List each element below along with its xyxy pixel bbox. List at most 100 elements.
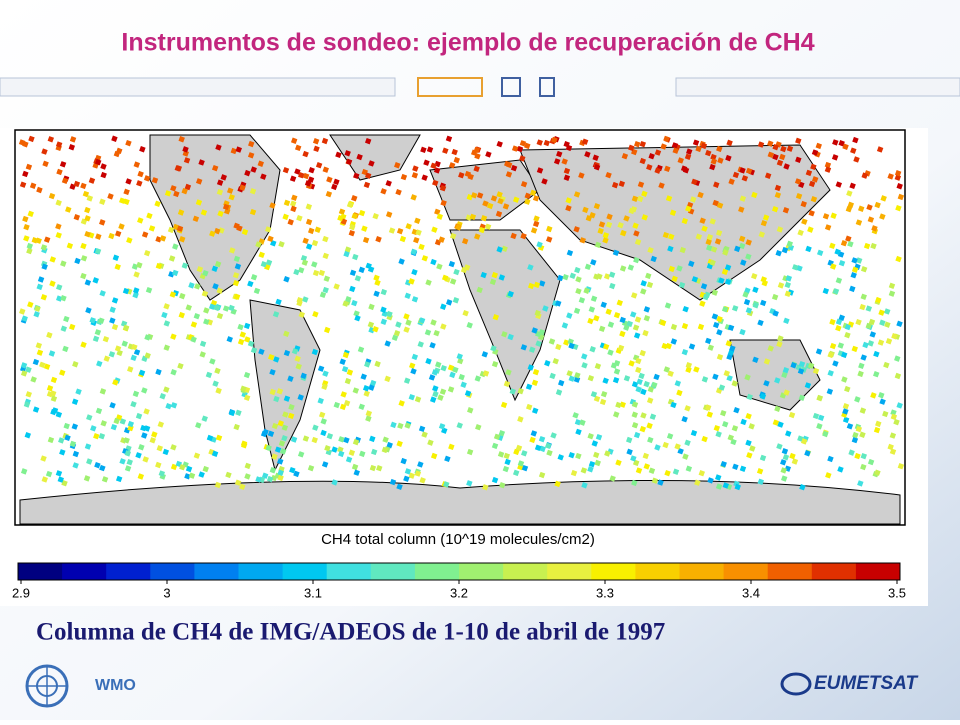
retrieval-dot [21,315,28,322]
retrieval-dot [587,466,594,473]
retrieval-dot [411,268,418,276]
retrieval-dot [340,391,347,398]
retrieval-dot [144,352,151,359]
retrieval-dot [725,340,732,347]
retrieval-dot [574,266,581,274]
retrieval-dot [247,340,255,347]
retrieval-dot [48,350,56,357]
retrieval-dot [745,412,752,420]
retrieval-dot [715,474,722,481]
retrieval-dot [40,455,47,462]
retrieval-dot [566,312,573,319]
retrieval-dot [29,182,37,189]
retrieval-dot [487,202,494,210]
retrieval-dot [830,263,837,270]
retrieval-dot [797,368,805,375]
retrieval-dot [705,404,712,411]
retrieval-dot [351,299,358,307]
retrieval-dot [890,409,897,416]
retrieval-dot [420,146,427,154]
retrieval-dot [505,161,513,169]
retrieval-dot [453,268,460,276]
retrieval-dot [827,351,834,359]
retrieval-dot [282,411,289,418]
retrieval-dot [617,222,624,229]
retrieval-dot [125,178,132,185]
retrieval-dot [441,274,449,282]
footer-left: WMO [95,677,136,694]
retrieval-dot [228,409,236,417]
retrieval-dot [172,269,179,277]
retrieval-dot [632,222,639,229]
retrieval-dot [643,306,651,313]
retrieval-dot [59,449,66,456]
retrieval-dot [35,342,42,349]
retrieval-dot [759,393,767,400]
retrieval-dot [529,436,536,444]
retrieval-dot [612,249,620,256]
retrieval-dot [555,300,562,307]
retrieval-dot [811,176,819,183]
retrieval-dot [804,382,812,389]
retrieval-dot [713,424,721,432]
retrieval-dot [237,323,244,331]
retrieval-dot [889,432,897,439]
retrieval-dot [669,209,677,216]
retrieval-dot [544,360,551,367]
retrieval-dot [517,387,524,395]
retrieval-dot [662,231,670,239]
retrieval-dot [630,311,637,318]
retrieval-dot [642,452,650,460]
retrieval-dot [75,388,82,395]
retrieval-dot [721,306,729,313]
retrieval-dot [359,450,366,458]
retrieval-dot [870,392,877,399]
retrieval-dot [239,483,246,490]
retrieval-dot [524,192,531,200]
retrieval-dot [631,195,639,202]
retrieval-dot [608,271,616,278]
retrieval-dot [426,146,434,153]
retrieval-dot [421,255,429,262]
retrieval-dot [183,157,191,164]
retrieval-dot [617,344,625,352]
retrieval-dot [816,423,823,430]
retrieval-dot [305,218,313,226]
retrieval-dot [613,368,621,375]
retrieval-dot [842,408,849,415]
retrieval-dot [781,371,788,379]
retrieval-dot [584,151,591,158]
retrieval-dot [370,448,378,456]
retrieval-dot [199,351,206,358]
retrieval-dot [507,333,514,341]
retrieval-dot [566,370,573,377]
retrieval-dot [626,436,633,444]
retrieval-dot [562,273,569,281]
retrieval-dot [798,394,806,401]
retrieval-dot [873,371,880,378]
retrieval-dot [269,388,276,396]
retrieval-dot [666,433,674,440]
retrieval-dot [611,181,619,189]
retrieval-dot [631,479,638,487]
retrieval-dot [151,431,158,438]
retrieval-dot [519,155,526,162]
retrieval-dot [676,265,683,272]
retrieval-dot [250,347,258,354]
retrieval-dot [59,161,67,168]
retrieval-dot [805,245,812,253]
retrieval-dot [874,201,881,209]
retrieval-dot [734,245,741,253]
retrieval-dot [294,168,301,175]
retrieval-dot [352,387,360,394]
retrieval-dot [694,479,701,486]
retrieval-dot [651,381,658,389]
retrieval-dot [605,171,612,179]
retrieval-dot [353,172,360,180]
retrieval-dot [213,304,221,312]
retrieval-dot [705,337,712,345]
retrieval-dot [230,147,237,155]
retrieval-dot [356,153,363,161]
retrieval-dot [887,173,894,180]
